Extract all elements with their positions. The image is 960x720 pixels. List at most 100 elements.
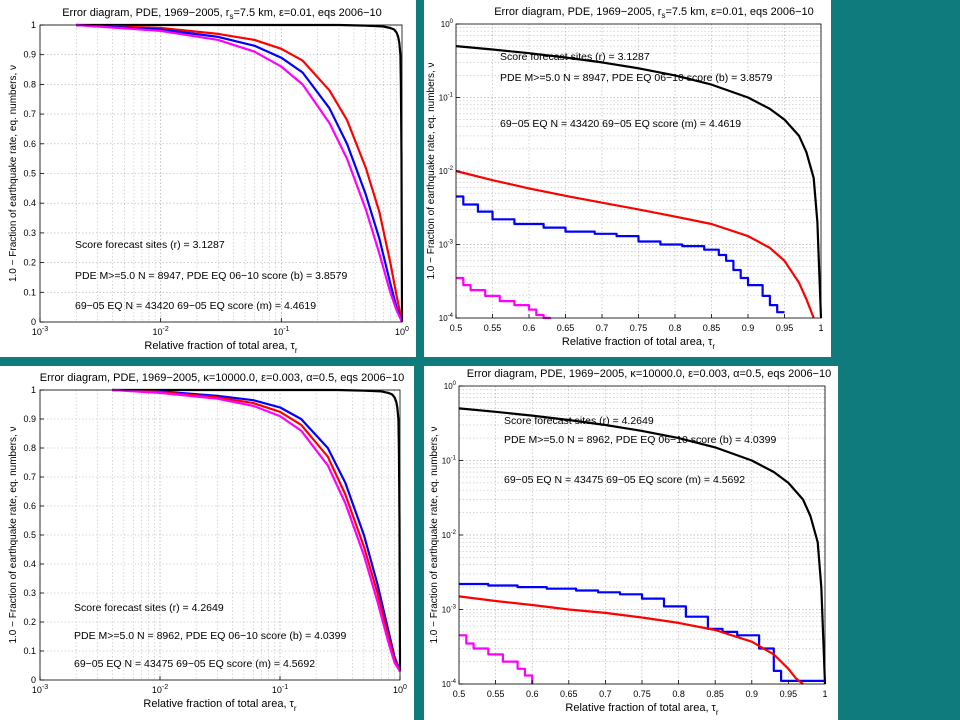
x-tick-label: 0.9 bbox=[742, 323, 755, 333]
series-line-0 bbox=[458, 407, 827, 685]
y-tick-label: 100 bbox=[441, 19, 454, 29]
y-tick-label: 0.4 bbox=[23, 559, 36, 569]
chart-title: Error diagram, PDE, 1969−2005, κ=10000.0… bbox=[40, 372, 404, 384]
y-tick-label: 0.2 bbox=[23, 617, 36, 627]
series-line-1 bbox=[455, 169, 815, 319]
x-tick-label: 10-1 bbox=[273, 326, 289, 337]
x-axis-label: Relative fraction of total area, τr bbox=[565, 702, 718, 717]
y-tick-label: 10-1 bbox=[442, 456, 457, 466]
x-tick-label: 0.75 bbox=[633, 689, 651, 699]
y-tick-label: 10-2 bbox=[442, 530, 457, 540]
x-tick-label: 0.8 bbox=[669, 323, 682, 333]
x-tick-label: 0.85 bbox=[703, 323, 721, 333]
y-tick-label: 10-4 bbox=[439, 313, 454, 323]
y-tick-label: 1 bbox=[31, 385, 36, 395]
x-tick-label: 0.6 bbox=[523, 323, 536, 333]
y-tick-label: 0.2 bbox=[23, 258, 36, 268]
y-tick-label: 0 bbox=[31, 317, 36, 327]
x-tick-label: 100 bbox=[395, 326, 409, 337]
score-annotation: 69−05 EQ N = 43420 69−05 EQ score (m) = … bbox=[75, 300, 316, 312]
y-tick-label: 100 bbox=[444, 381, 457, 391]
chart-svg-4: 0.5 0.55 0.6 0.65 0.7 0.75 0.8 0.85 0.9 0.95 1 10-4… bbox=[429, 368, 831, 717]
y-tick-label: 0.1 bbox=[23, 287, 36, 297]
chart-title: Error diagram, PDE, 1969−2005, κ=10000.0… bbox=[467, 368, 831, 380]
score-annotation: 69−05 EQ N = 43420 69−05 EQ score (m) = … bbox=[500, 118, 741, 130]
series-line-0 bbox=[455, 45, 823, 319]
y-axis-label: 1.0 − Fraction of earthquake rate, eq. n… bbox=[8, 65, 19, 282]
chart-svg-2: 0.5 0.55 0.6 0.65 0.7 0.75 0.8 0.85 0.9 0.95 1 10-4… bbox=[426, 6, 824, 351]
chart-svg-1: 10-3 10-2 10-1 100 0 0.1 0.2 0.3 0.4 0.5 0.6 0.7 0.8… bbox=[8, 7, 409, 355]
x-tick-label: 0.55 bbox=[487, 689, 505, 699]
y-tick-label: 0.6 bbox=[23, 501, 36, 511]
x-tick-label: 10-3 bbox=[32, 684, 48, 695]
y-tick-label: 1 bbox=[31, 20, 36, 30]
x-tick-label: 1 bbox=[818, 323, 823, 333]
y-tick-label: 10-2 bbox=[439, 166, 454, 176]
series-line-2 bbox=[112, 388, 401, 672]
chart-title: Error diagram, PDE, 1969−2005, rs=7.5 km… bbox=[62, 7, 382, 21]
score-annotation: PDE M>=5.0 N = 8947, PDE EQ 06−10 score … bbox=[75, 270, 347, 282]
y-tick-label: 10-1 bbox=[439, 93, 454, 103]
series-line-3 bbox=[456, 276, 551, 320]
chart-svg-3: 10-3 10-2 10-1 100 0 0.1 0.2 0.3 0.4 0.5 0.6 0.7 0.8… bbox=[8, 372, 407, 713]
y-tick-label: 0.9 bbox=[23, 414, 36, 424]
score-annotation: Score forecast sites (r) = 3.1287 bbox=[500, 51, 650, 63]
y-tick-label: 0.8 bbox=[23, 79, 36, 89]
y-tick-label: 0.5 bbox=[23, 169, 36, 179]
x-tick-label: 0.95 bbox=[776, 323, 794, 333]
x-tick-label: 0.9 bbox=[746, 689, 759, 699]
x-tick-label: 1 bbox=[822, 689, 827, 699]
x-tick-label: 0.95 bbox=[780, 689, 798, 699]
series-line-2 bbox=[458, 595, 804, 685]
x-tick-label: 0.75 bbox=[630, 323, 648, 333]
x-tick-label: 0.7 bbox=[596, 323, 609, 333]
y-tick-label: 0.1 bbox=[23, 646, 36, 656]
y-tick-label: 0.7 bbox=[23, 472, 36, 482]
y-tick-label: 0.7 bbox=[23, 109, 36, 119]
x-axis-label: Relative fraction of total area, τr bbox=[562, 336, 715, 351]
y-tick-label: 10-3 bbox=[442, 605, 457, 615]
y-axis-label: 1.0 − Fraction of earthquake rate, eq. n… bbox=[426, 62, 437, 279]
y-tick-label: 0.3 bbox=[23, 588, 36, 598]
score-annotation: PDE M>=5.0 N = 8947, PDE EQ 06−10 score … bbox=[500, 72, 772, 84]
series-line-3 bbox=[459, 634, 534, 684]
series-line-2 bbox=[76, 23, 404, 323]
grid bbox=[455, 24, 822, 319]
chart-panel-3: 10-3 10-2 10-1 100 0 0.1 0.2 0.3 0.4 0.5 0.6 0.7 0.8… bbox=[0, 366, 414, 720]
series-line-3 bbox=[76, 23, 403, 323]
x-tick-label: 10-1 bbox=[272, 684, 288, 695]
y-tick-label: 0.8 bbox=[23, 443, 36, 453]
x-tick-label: 0.8 bbox=[672, 689, 685, 699]
x-tick-label: 0.7 bbox=[599, 689, 612, 699]
score-annotation: Score forecast sites (r) = 4.2649 bbox=[74, 602, 224, 614]
x-axis-label: Relative fraction of total area, τr bbox=[143, 698, 296, 713]
y-tick-label: 10-4 bbox=[442, 679, 457, 689]
score-annotation: PDE M>=5.0 N = 8962, PDE EQ 06−10 score … bbox=[504, 434, 776, 446]
x-axis-label: Relative fraction of total area, τr bbox=[144, 340, 297, 355]
chart-panel-1: 10-3 10-2 10-1 100 0 0.1 0.2 0.3 0.4 0.5 0.6 0.7 0.8… bbox=[0, 0, 416, 357]
series-line-3 bbox=[112, 388, 401, 672]
x-tick-label: 0.65 bbox=[557, 323, 575, 333]
y-axis-label: 1.0 − Fraction of earthquake rate, eq. n… bbox=[429, 426, 440, 643]
series-line-1 bbox=[459, 582, 825, 682]
x-tick-label: 10-2 bbox=[152, 684, 168, 695]
score-annotation: Score forecast sites (r) = 3.1287 bbox=[75, 239, 225, 251]
x-tick-label: 100 bbox=[393, 684, 407, 695]
x-tick-label: 0.85 bbox=[706, 689, 724, 699]
chart-panel-4: 0.5 0.55 0.6 0.65 0.7 0.75 0.8 0.85 0.9 0.95 1 10-4… bbox=[424, 366, 838, 720]
y-tick-label: 0.6 bbox=[23, 139, 36, 149]
score-annotation: 69−05 EQ N = 43475 69−05 EQ score (m) = … bbox=[74, 658, 315, 670]
y-tick-label: 0 bbox=[31, 675, 36, 685]
y-axis-label: 1.0 − Fraction of earthquake rate, eq. n… bbox=[8, 426, 19, 643]
chart-title: Error diagram, PDE, 1969−2005, rs=7.5 km… bbox=[494, 6, 814, 20]
score-annotation: 69−05 EQ N = 43475 69−05 EQ score (m) = … bbox=[504, 474, 745, 486]
y-tick-label: 0.4 bbox=[23, 198, 36, 208]
y-tick-label: 0.9 bbox=[23, 50, 36, 60]
score-annotation: PDE M>=5.0 N = 8962, PDE EQ 06−10 score … bbox=[74, 630, 346, 642]
score-annotation: Score forecast sites (r) = 4.2649 bbox=[504, 415, 654, 427]
y-tick-label: 10-3 bbox=[439, 240, 454, 250]
x-tick-label: 0.55 bbox=[484, 323, 502, 333]
chart-panel-2: 0.5 0.55 0.6 0.65 0.7 0.75 0.8 0.85 0.9 0.95 1 10-4… bbox=[424, 0, 831, 357]
x-tick-label: 0.5 bbox=[453, 689, 466, 699]
x-tick-label: 10-2 bbox=[153, 326, 169, 337]
